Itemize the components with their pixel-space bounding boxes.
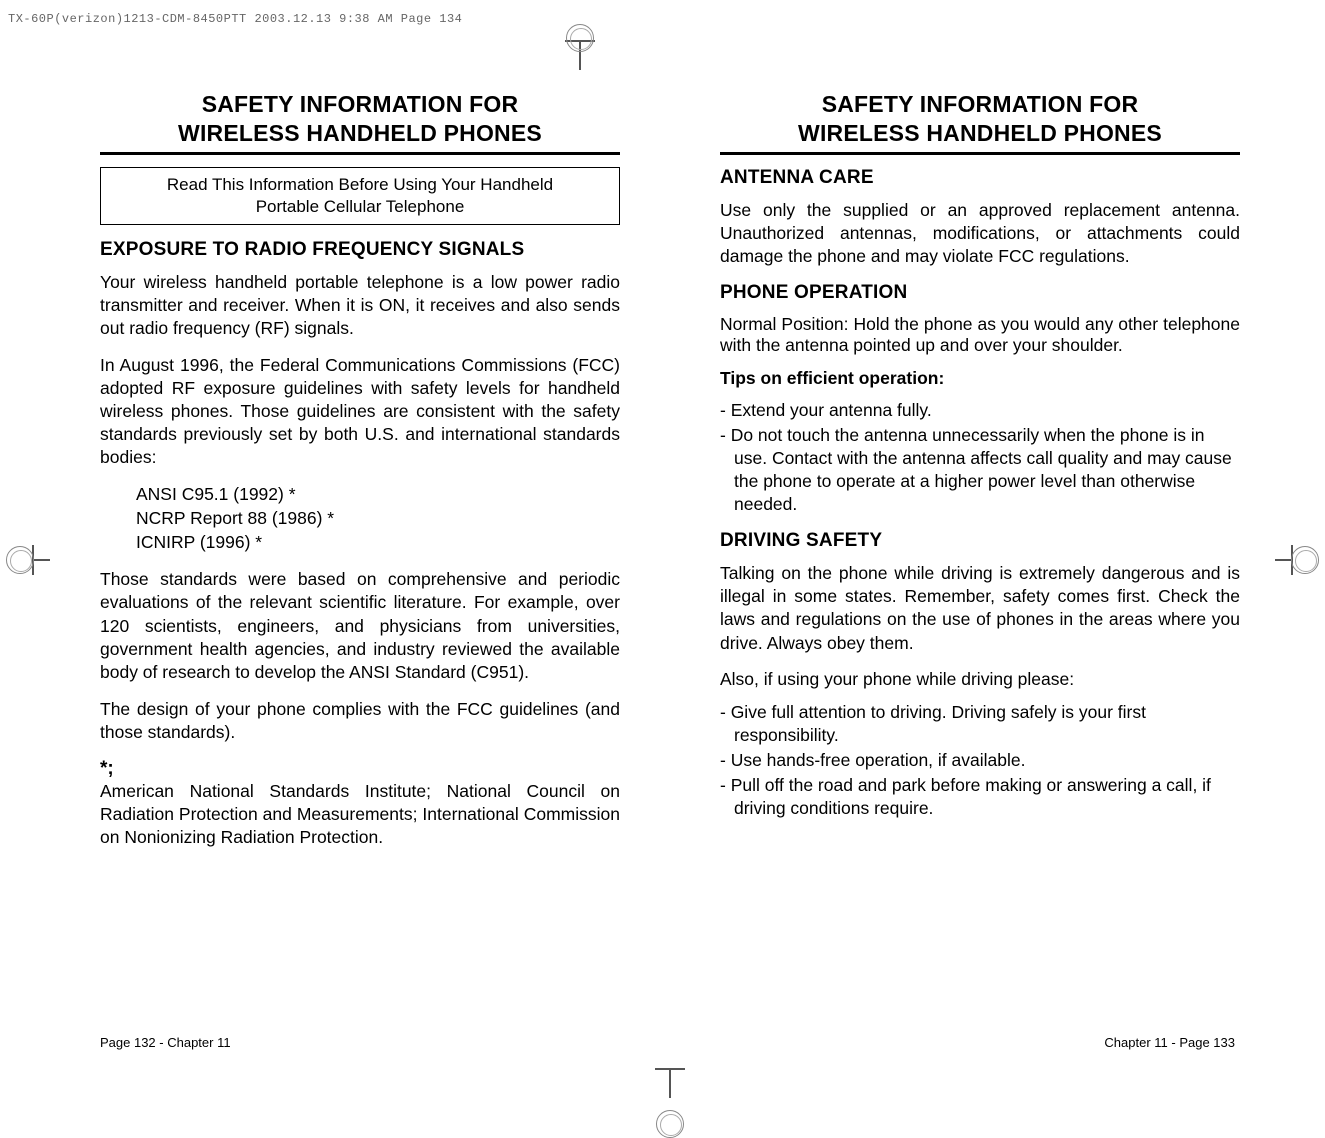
- title-line1: SAFETY INFORMATION FOR: [202, 91, 519, 117]
- para-driving-1: Talking on the phone while driving is ex…: [720, 562, 1240, 654]
- box-line1: Read This Information Before Using Your …: [167, 175, 553, 194]
- right-page: SAFETY INFORMATION FOR WIRELESS HANDHELD…: [720, 90, 1240, 834]
- tip-do-not-touch: - Do not touch the antenna unnecessarily…: [720, 424, 1240, 516]
- registration-mark-right: [1291, 546, 1319, 574]
- standard-ansi: ANSI C95.1 (1992) *: [136, 483, 620, 507]
- tip-extend-antenna: - Extend your antenna fully.: [720, 399, 1240, 422]
- registration-mark-top: [566, 24, 594, 52]
- page-title-left: SAFETY INFORMATION FOR WIRELESS HANDHELD…: [100, 90, 620, 155]
- title-line2-r: WIRELESS HANDHELD PHONES: [798, 120, 1162, 146]
- standard-icnirp: ICNIRP (1996) *: [136, 531, 620, 555]
- left-page: SAFETY INFORMATION FOR WIRELESS HANDHELD…: [100, 90, 620, 863]
- para-exposure-1: Your wireless handheld portable telephon…: [100, 271, 620, 340]
- title-line2: WIRELESS HANDHELD PHONES: [178, 120, 542, 146]
- standards-list: ANSI C95.1 (1992) * NCRP Report 88 (1986…: [136, 483, 620, 554]
- section-exposure-head: EXPOSURE TO RADIO FREQUENCY SIGNALS: [100, 239, 620, 261]
- box-line2: Portable Cellular Telephone: [256, 197, 465, 216]
- print-header: TX-60P(verizon)1213-CDM-8450PTT 2003.12.…: [8, 12, 462, 26]
- driving-list: - Give full attention to driving. Drivin…: [720, 701, 1240, 820]
- registration-mark-bottom: [656, 1110, 684, 1138]
- drv-hands-free: - Use hands-free operation, if available…: [720, 749, 1240, 772]
- footnote-star: *;: [100, 758, 620, 780]
- para-footnote: American National Standards Institute; N…: [100, 780, 620, 849]
- para-exposure-3: Those standards were based on comprehens…: [100, 568, 620, 683]
- section-phone-op-head: PHONE OPERATION: [720, 282, 1240, 304]
- footer-right: Chapter 11 - Page 133: [1104, 1035, 1235, 1050]
- footer-left: Page 132 - Chapter 11: [100, 1035, 231, 1050]
- tips-head: Tips on efficient operation:: [720, 368, 1240, 389]
- section-driving-head: DRIVING SAFETY: [720, 530, 1240, 552]
- para-exposure-4: The design of your phone complies with t…: [100, 698, 620, 744]
- section-antenna-head: ANTENNA CARE: [720, 167, 1240, 189]
- page-title-right: SAFETY INFORMATION FOR WIRELESS HANDHELD…: [720, 90, 1240, 155]
- read-this-box: Read This Information Before Using Your …: [100, 167, 620, 225]
- title-line1-r: SAFETY INFORMATION FOR: [822, 91, 1139, 117]
- para-antenna: Use only the supplied or an approved rep…: [720, 199, 1240, 268]
- drv-pull-off: - Pull off the road and park before maki…: [720, 774, 1240, 820]
- para-exposure-2: In August 1996, the Federal Communicatio…: [100, 354, 620, 469]
- standard-ncrp: NCRP Report 88 (1986) *: [136, 507, 620, 531]
- tips-list: - Extend your antenna fully. - Do not to…: [720, 399, 1240, 516]
- drv-full-attention: - Give full attention to driving. Drivin…: [720, 701, 1240, 747]
- registration-mark-left: [6, 546, 34, 574]
- para-driving-2: Also, if using your phone while driving …: [720, 669, 1240, 691]
- para-normal-position: Normal Position: Hold the phone as you w…: [720, 314, 1240, 356]
